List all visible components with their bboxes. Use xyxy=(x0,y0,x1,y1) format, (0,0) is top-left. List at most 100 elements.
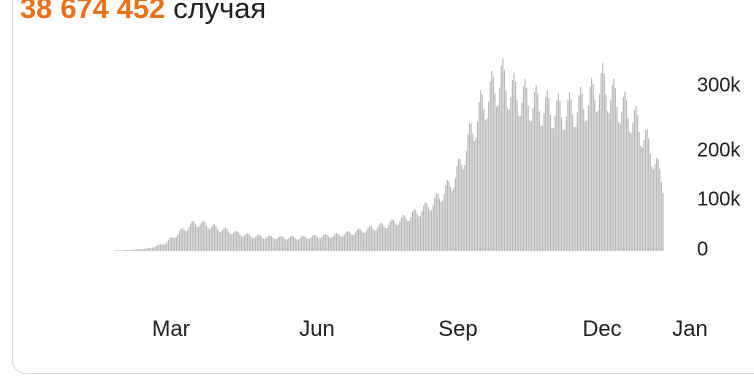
bar xyxy=(652,169,655,251)
bar xyxy=(115,250,117,251)
bar xyxy=(220,231,222,251)
bar xyxy=(431,209,433,251)
bar xyxy=(453,188,455,251)
bar xyxy=(185,231,187,251)
bar xyxy=(289,236,292,251)
bar xyxy=(467,134,469,251)
bar xyxy=(370,226,372,251)
bar xyxy=(123,250,125,251)
bar xyxy=(198,226,200,251)
x-tick-label: Jun xyxy=(299,316,334,341)
bar xyxy=(361,231,363,251)
bar xyxy=(234,231,236,251)
bar xyxy=(191,221,193,251)
bar xyxy=(644,130,647,251)
bar xyxy=(142,249,144,251)
bar xyxy=(556,100,558,251)
bar xyxy=(251,237,254,251)
case-count-headline: 38 674 452 случая xyxy=(20,0,266,26)
bar xyxy=(380,222,382,251)
bar xyxy=(618,122,620,251)
case-count-unit: случая xyxy=(173,0,267,25)
case-count: 38 674 452 xyxy=(20,0,166,25)
bar xyxy=(194,223,196,251)
bar xyxy=(572,114,574,251)
bar xyxy=(172,237,174,251)
bar xyxy=(475,137,477,251)
bar xyxy=(285,239,287,251)
y-tick-label: 300k xyxy=(697,74,741,96)
bar xyxy=(500,65,502,251)
chart-bars xyxy=(114,58,664,252)
bar xyxy=(259,235,261,251)
bar xyxy=(446,180,448,251)
bar xyxy=(144,248,146,251)
bar xyxy=(629,132,631,251)
bar xyxy=(553,128,555,251)
bar xyxy=(522,86,525,251)
bar xyxy=(505,90,507,251)
bar xyxy=(576,112,578,252)
bar xyxy=(635,106,637,251)
bar xyxy=(625,100,628,251)
bar xyxy=(169,238,171,251)
bar xyxy=(158,244,160,251)
bar xyxy=(182,228,184,251)
bar xyxy=(442,200,444,251)
bar xyxy=(659,168,661,251)
x-tick-label: Sep xyxy=(438,316,477,341)
x-tick-label: Dec xyxy=(582,316,621,341)
bar xyxy=(567,100,569,251)
bar xyxy=(321,236,323,251)
bar xyxy=(540,125,542,251)
bar xyxy=(288,238,290,251)
bar xyxy=(237,232,239,251)
bar xyxy=(267,236,269,251)
bar xyxy=(291,235,293,251)
bar xyxy=(128,250,130,251)
bar xyxy=(413,209,415,251)
bar xyxy=(643,139,645,251)
bar xyxy=(602,63,604,251)
bar xyxy=(575,126,577,251)
bar xyxy=(274,239,276,251)
bar xyxy=(564,129,566,251)
bar xyxy=(461,165,463,251)
bar xyxy=(175,236,177,251)
bar xyxy=(261,237,263,251)
bar xyxy=(624,91,626,251)
bar xyxy=(456,166,458,251)
bar xyxy=(337,233,339,251)
bar xyxy=(396,225,398,251)
bar xyxy=(481,94,483,252)
bar xyxy=(627,117,629,252)
bar xyxy=(432,204,434,251)
bar xyxy=(530,121,532,252)
bar xyxy=(416,213,418,251)
bar xyxy=(196,226,198,251)
bar xyxy=(136,249,138,251)
bar xyxy=(282,236,284,251)
bar xyxy=(662,192,664,251)
bar xyxy=(150,247,152,251)
bar xyxy=(478,102,480,251)
bar xyxy=(603,73,605,251)
bar xyxy=(583,108,585,252)
bar xyxy=(660,182,662,251)
bar xyxy=(507,108,509,251)
bar xyxy=(445,185,447,251)
bar xyxy=(186,230,189,251)
bar xyxy=(532,108,534,251)
bar xyxy=(465,151,467,251)
bar xyxy=(307,238,309,251)
bar xyxy=(426,203,428,251)
bar xyxy=(299,238,301,251)
bar xyxy=(226,229,228,251)
bar xyxy=(594,99,596,252)
bar xyxy=(188,227,190,251)
bar xyxy=(613,78,615,252)
bar xyxy=(579,86,582,251)
bar xyxy=(345,232,347,251)
bar xyxy=(402,214,404,251)
bar xyxy=(391,219,393,251)
